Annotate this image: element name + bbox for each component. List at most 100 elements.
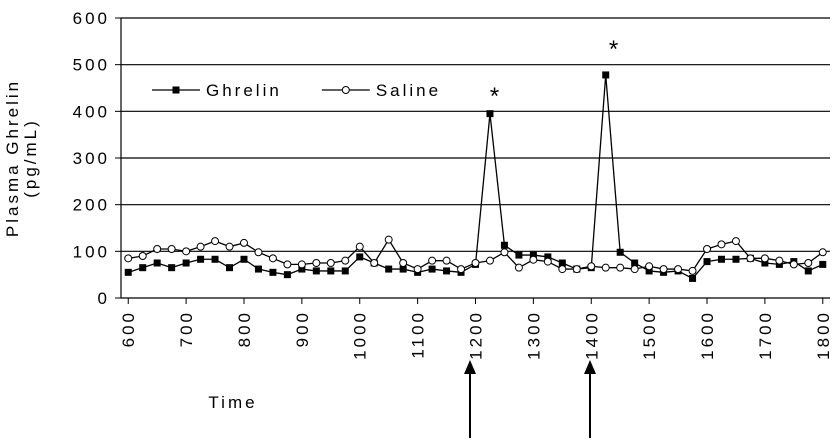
marker bbox=[703, 245, 712, 253]
x-tick-label: 1000 bbox=[351, 310, 370, 360]
y-axis-title: (pg/mL) bbox=[21, 118, 40, 198]
y-tick-label: 400 bbox=[73, 102, 110, 121]
marker bbox=[442, 256, 451, 265]
marker bbox=[688, 266, 697, 275]
marker bbox=[312, 259, 321, 267]
x-tick-label: 800 bbox=[235, 310, 254, 347]
annotation: * bbox=[609, 36, 621, 63]
series bbox=[124, 235, 827, 275]
x-axis-title: Time bbox=[208, 393, 257, 412]
y-tick-label: 500 bbox=[73, 56, 110, 75]
marker bbox=[775, 256, 784, 265]
marker bbox=[631, 259, 639, 267]
marker bbox=[268, 254, 277, 263]
marker bbox=[139, 264, 147, 272]
marker bbox=[761, 259, 769, 267]
y-axis-title: Plasma Ghrelin bbox=[3, 79, 22, 237]
marker bbox=[471, 259, 480, 267]
x-tick-label: 1700 bbox=[756, 310, 775, 360]
marker bbox=[298, 265, 306, 273]
marker bbox=[804, 259, 813, 267]
y-tick-label: 100 bbox=[73, 242, 110, 261]
marker bbox=[602, 71, 610, 79]
marker bbox=[529, 255, 538, 264]
marker bbox=[457, 265, 466, 274]
marker bbox=[717, 240, 726, 249]
marker bbox=[601, 263, 610, 272]
marker bbox=[153, 245, 162, 253]
x-tick-label: 1100 bbox=[409, 310, 428, 359]
marker bbox=[341, 256, 350, 265]
marker bbox=[182, 259, 190, 267]
y-tick-label: 600 bbox=[73, 9, 110, 28]
legend-marker bbox=[172, 86, 180, 94]
marker bbox=[153, 259, 161, 267]
marker bbox=[356, 253, 364, 261]
marker bbox=[124, 254, 133, 263]
marker bbox=[645, 262, 654, 271]
marker bbox=[572, 265, 581, 274]
y-tick-label: 200 bbox=[73, 196, 110, 215]
marker bbox=[544, 253, 552, 261]
marker bbox=[515, 251, 523, 259]
marker bbox=[428, 265, 436, 273]
marker bbox=[760, 254, 769, 263]
legend-marker bbox=[341, 86, 350, 94]
marker bbox=[384, 235, 393, 244]
y-tick-label: 300 bbox=[73, 149, 110, 168]
marker bbox=[225, 242, 234, 251]
arrow bbox=[464, 360, 476, 438]
marker bbox=[138, 252, 147, 260]
legend-label: Saline bbox=[376, 81, 441, 100]
marker bbox=[327, 267, 335, 275]
y-tick-label: 0 bbox=[98, 289, 110, 308]
annotation: * bbox=[490, 83, 502, 110]
marker bbox=[804, 267, 812, 275]
marker bbox=[196, 242, 205, 251]
marker bbox=[616, 263, 625, 272]
marker bbox=[645, 267, 653, 275]
marker bbox=[514, 263, 523, 272]
x-tick-label: 1300 bbox=[524, 310, 543, 360]
marker bbox=[717, 255, 725, 263]
marker bbox=[399, 259, 408, 267]
marker bbox=[124, 268, 132, 276]
marker bbox=[558, 259, 566, 267]
marker bbox=[703, 258, 711, 266]
marker bbox=[283, 260, 292, 269]
marker bbox=[239, 238, 248, 247]
marker bbox=[428, 256, 437, 265]
marker bbox=[587, 262, 596, 271]
marker bbox=[341, 267, 349, 275]
arrow bbox=[584, 360, 596, 438]
x-tick-label: 600 bbox=[119, 310, 138, 347]
marker bbox=[819, 260, 827, 268]
marker bbox=[297, 260, 306, 269]
x-tick-label: 700 bbox=[177, 310, 196, 347]
marker bbox=[746, 254, 755, 263]
marker bbox=[385, 265, 393, 273]
marker bbox=[167, 245, 176, 253]
marker bbox=[630, 265, 639, 274]
x-tick-label: 900 bbox=[293, 310, 312, 347]
marker bbox=[355, 242, 364, 251]
marker bbox=[312, 267, 320, 275]
marker bbox=[731, 237, 740, 246]
marker bbox=[211, 237, 220, 246]
marker bbox=[254, 265, 262, 273]
marker bbox=[240, 255, 248, 263]
marker bbox=[529, 251, 537, 259]
marker bbox=[486, 110, 494, 118]
marker bbox=[399, 265, 407, 273]
marker bbox=[168, 264, 176, 272]
marker bbox=[500, 241, 508, 249]
marker bbox=[254, 248, 263, 257]
marker bbox=[543, 257, 552, 266]
x-tick-label: 1400 bbox=[582, 310, 601, 360]
marker bbox=[326, 259, 335, 267]
marker bbox=[732, 255, 740, 263]
marker bbox=[674, 265, 683, 274]
marker bbox=[659, 265, 668, 274]
marker bbox=[616, 248, 624, 256]
